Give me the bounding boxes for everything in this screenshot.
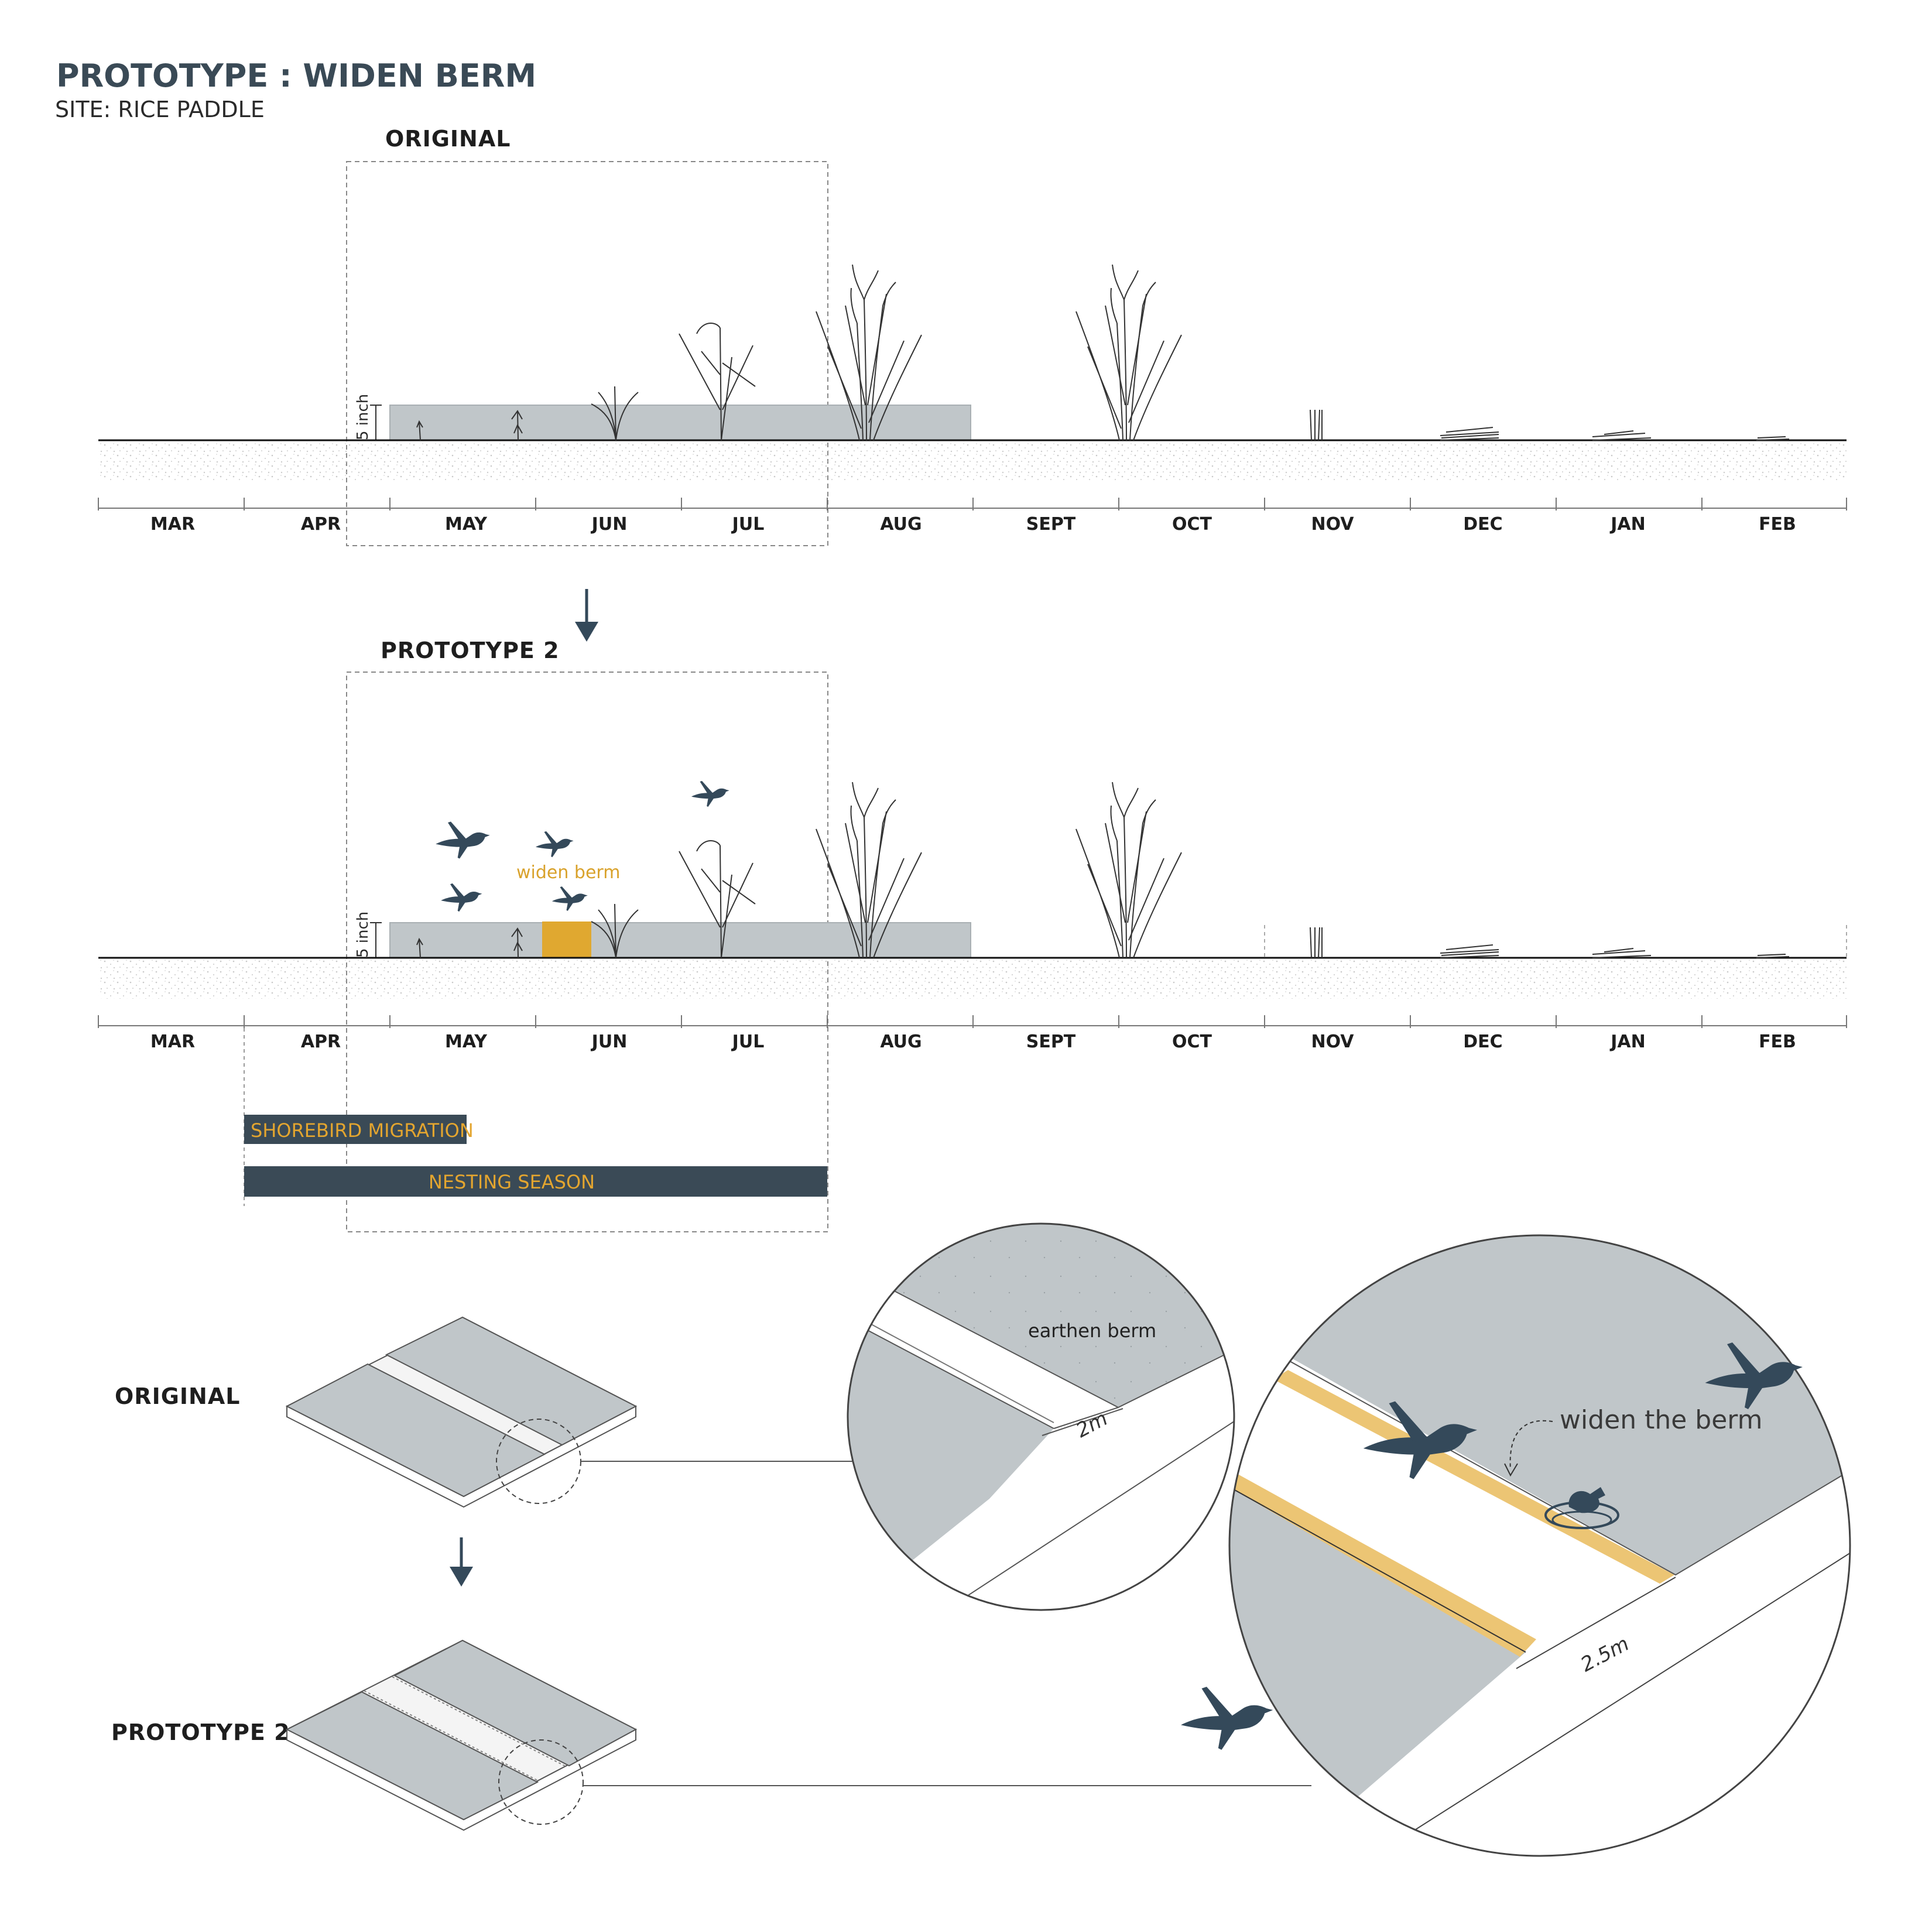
axon-original: ORIGINAL bbox=[115, 1316, 856, 1508]
bird-icon bbox=[691, 780, 729, 807]
shorebird-migration-label: SHOREBIRD MIGRATION bbox=[251, 1119, 474, 1142]
month-label: FEB bbox=[1759, 514, 1796, 535]
month-label: MAY bbox=[445, 514, 488, 535]
month-label: APR bbox=[301, 514, 341, 535]
flooded-water bbox=[389, 922, 971, 958]
axon-prototype-label: PROTOTYPE 2 bbox=[111, 1719, 290, 1745]
month-label: JAN bbox=[1609, 514, 1646, 535]
month-label: JAN bbox=[1609, 1032, 1646, 1052]
widen-berm-label: widen berm bbox=[516, 862, 620, 883]
month-label: JUN bbox=[591, 1032, 628, 1052]
bird-icon bbox=[441, 883, 482, 912]
month-label: AUG bbox=[880, 514, 922, 535]
rice-stubble-icon bbox=[1310, 409, 1790, 441]
page-subtitle: SITE: RICE PADDLE bbox=[55, 97, 265, 122]
month-axis bbox=[98, 498, 1847, 511]
month-label: NOV bbox=[1311, 514, 1354, 535]
month-label: AUG bbox=[880, 1032, 922, 1052]
soil-layer bbox=[98, 441, 1847, 481]
rice-plant-icon bbox=[1075, 782, 1182, 958]
month-label: FEB bbox=[1759, 1032, 1796, 1052]
timeline-prototype: PROTOTYPE 2 widen berm 5 inch bbox=[98, 638, 1847, 1232]
month-label: OCT bbox=[1172, 514, 1212, 535]
soil-layer bbox=[98, 959, 1847, 999]
widen-berm-block bbox=[542, 922, 591, 958]
axon-field bbox=[285, 1363, 546, 1498]
timeline-original-heading: ORIGINAL bbox=[385, 126, 511, 152]
rice-plant-icon bbox=[416, 840, 756, 958]
bird-icon bbox=[436, 821, 490, 859]
month-label: MAR bbox=[150, 1032, 195, 1052]
axon-original-label: ORIGINAL bbox=[115, 1383, 240, 1409]
depth-marker: 5 inch bbox=[354, 394, 382, 440]
bird-icon bbox=[535, 831, 574, 858]
axon-field bbox=[285, 1691, 539, 1821]
axon-field bbox=[385, 1316, 638, 1446]
month-label: NOV bbox=[1311, 1032, 1354, 1052]
axon-field bbox=[393, 1639, 638, 1767]
zoom-circle bbox=[498, 1739, 584, 1825]
month-label: SEPT bbox=[1026, 514, 1076, 535]
depth-label: 5 inch bbox=[354, 394, 372, 440]
month-label: APR bbox=[301, 1032, 341, 1052]
rice-plant-icon bbox=[1075, 264, 1182, 441]
month-label: OCT bbox=[1172, 1032, 1212, 1052]
month-label: JUN bbox=[591, 514, 628, 535]
flooded-water bbox=[389, 405, 971, 441]
down-arrow-icon bbox=[450, 1537, 473, 1587]
depth-marker: 5 inch bbox=[354, 912, 382, 958]
rice-stubble-icon bbox=[1310, 927, 1790, 958]
month-labels: MAR APR MAY JUN JUL AUG SEPT OCT NOV DEC… bbox=[150, 514, 1796, 535]
down-arrow-icon bbox=[575, 589, 598, 642]
timeline-prototype-heading: PROTOTYPE 2 bbox=[381, 638, 560, 663]
bird-icon bbox=[1181, 1687, 1273, 1750]
month-label: JUL bbox=[731, 1032, 765, 1052]
nesting-season-label: NESTING SEASON bbox=[429, 1171, 595, 1193]
month-label: DEC bbox=[1463, 514, 1502, 535]
highlight-window bbox=[346, 161, 828, 546]
month-label: SEPT bbox=[1026, 1032, 1076, 1052]
rice-plant-icon bbox=[416, 323, 756, 441]
month-labels: MAR APR MAY JUN JUL AUG SEPT OCT NOV DEC… bbox=[150, 1032, 1796, 1052]
axon-prototype: PROTOTYPE 2 bbox=[111, 1639, 1311, 1831]
page-title: PROTOTYPE : WIDEN BERM bbox=[56, 57, 536, 94]
depth-label: 5 inch bbox=[354, 912, 372, 958]
detail-original: earthen berm 2m bbox=[847, 1222, 1235, 1611]
month-label: JUL bbox=[731, 514, 765, 535]
nesting-season-bar bbox=[244, 1166, 827, 1197]
widen-the-berm-callout: widen the berm bbox=[1560, 1405, 1762, 1435]
month-axis bbox=[98, 1015, 1847, 1028]
shorebird-migration-bar bbox=[244, 1115, 467, 1144]
earthen-berm-label: earthen berm bbox=[1028, 1320, 1156, 1342]
month-label: DEC bbox=[1463, 1032, 1502, 1052]
month-label: MAR bbox=[150, 514, 195, 535]
nest-icon bbox=[1544, 1487, 1619, 1529]
bird-icon bbox=[551, 886, 588, 911]
highlight-window bbox=[346, 672, 828, 1232]
detail-prototype: widen the berm 2.5m bbox=[1181, 1234, 1851, 1857]
month-label: MAY bbox=[445, 1032, 488, 1052]
timeline-original: ORIGINAL 5 inch bbox=[98, 126, 1847, 546]
